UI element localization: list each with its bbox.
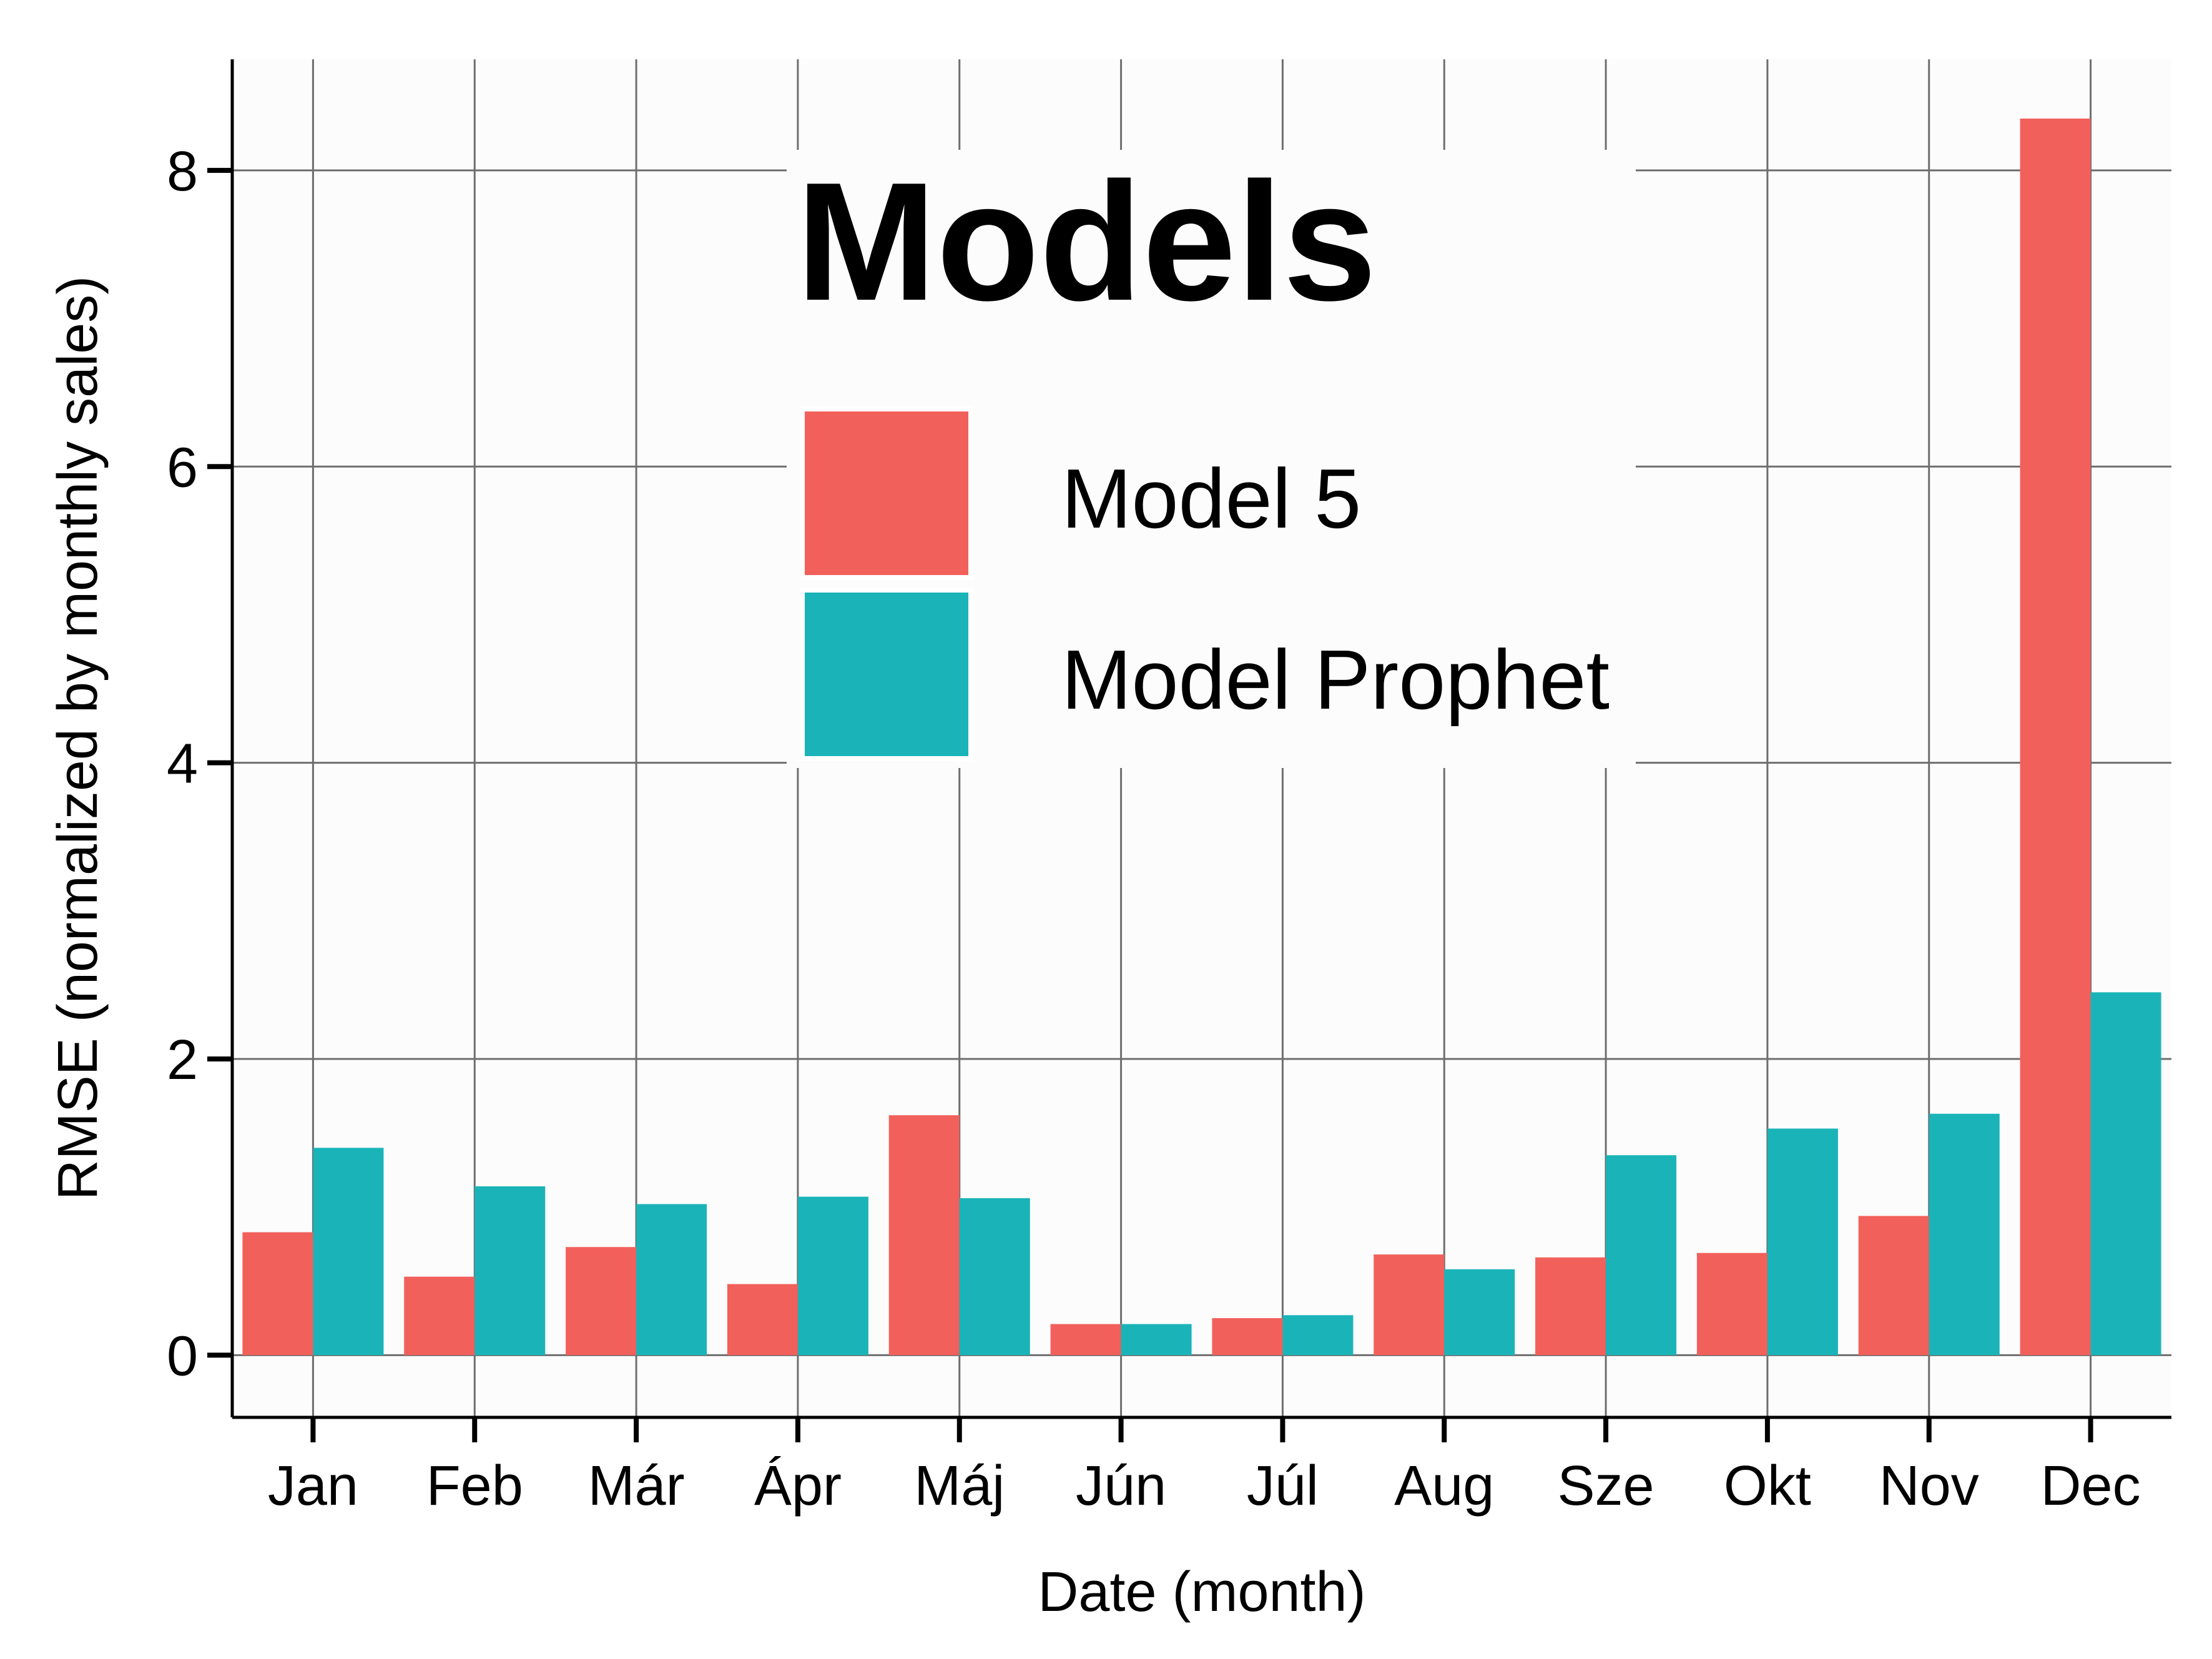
y-tick-label: 4 — [167, 733, 198, 795]
bar-model-5-dec — [2020, 118, 2091, 1356]
bar-model-prophet-dec — [2090, 992, 2161, 1356]
x-tick-label: Júl — [1247, 1455, 1319, 1517]
bar-model-prophet-feb — [474, 1186, 546, 1356]
y-tick-label: 8 — [167, 140, 198, 203]
bar-model-prophet-ápr — [797, 1196, 868, 1356]
x-ticks: Jan Feb Már Ápr Máj Jún Júl Aug Sze Okt Nov Dec — [268, 1417, 2141, 1517]
bars — [242, 118, 2161, 1356]
legend-swatch-model-5 — [800, 406, 973, 580]
x-tick-label: Feb — [426, 1455, 523, 1517]
x-axis-title: Date (month) — [1038, 1561, 1365, 1623]
y-tick-label: 2 — [167, 1029, 198, 1091]
x-tick-label: Nov — [1879, 1455, 1979, 1517]
x-tick-label: Aug — [1394, 1455, 1494, 1517]
bar-model-prophet-jún — [1121, 1324, 1192, 1356]
y-ticks: 0 2 4 6 8 — [167, 140, 232, 1387]
bar-model-5-jún — [1050, 1324, 1121, 1356]
bar-model-prophet-sze — [1606, 1155, 1677, 1356]
x-tick-label: Dec — [2041, 1455, 2141, 1517]
bar-model-5-okt — [1696, 1253, 1767, 1356]
legend: Models Model 5 Model Prophet — [787, 148, 1636, 768]
bar-model-5-már — [566, 1247, 637, 1356]
bar-model-prophet-nov — [1929, 1113, 2000, 1356]
bar-model-5-feb — [404, 1276, 475, 1356]
bar-model-prophet-okt — [1767, 1128, 1838, 1356]
y-axis-title: RMSE (normalized by monthly sales) — [47, 276, 109, 1200]
legend-swatch-model-prophet — [800, 588, 973, 761]
x-tick-label: Máj — [914, 1455, 1005, 1517]
bar-model-5-aug — [1374, 1254, 1445, 1356]
x-tick-label: Jún — [1076, 1455, 1166, 1517]
x-tick-label: Sze — [1558, 1455, 1654, 1517]
bar-model-prophet-jan — [313, 1148, 384, 1356]
bar-model-prophet-júl — [1282, 1315, 1354, 1356]
bar-model-prophet-aug — [1444, 1269, 1515, 1356]
bar-model-5-máj — [888, 1115, 960, 1356]
bar-model-prophet-máj — [959, 1198, 1030, 1356]
legend-title: Models — [796, 148, 1377, 336]
x-tick-label: Ápr — [754, 1455, 842, 1517]
x-tick-label: Jan — [268, 1455, 358, 1517]
y-tick-label: 0 — [167, 1325, 198, 1387]
bar-model-5-jan — [242, 1232, 313, 1356]
x-tick-label: Okt — [1724, 1455, 1811, 1517]
bar-model-5-ápr — [727, 1284, 798, 1356]
x-tick-label: Már — [588, 1455, 685, 1517]
bar-model-5-júl — [1212, 1318, 1283, 1356]
bar-model-prophet-már — [636, 1204, 707, 1356]
bar-model-5-nov — [1858, 1216, 1929, 1356]
legend-label-model-5: Model 5 — [1061, 451, 1361, 546]
legend-label-model-prophet: Model Prophet — [1061, 633, 1610, 727]
y-tick-label: 6 — [167, 436, 198, 499]
bar-model-5-sze — [1535, 1257, 1606, 1356]
axes — [230, 59, 2171, 1419]
